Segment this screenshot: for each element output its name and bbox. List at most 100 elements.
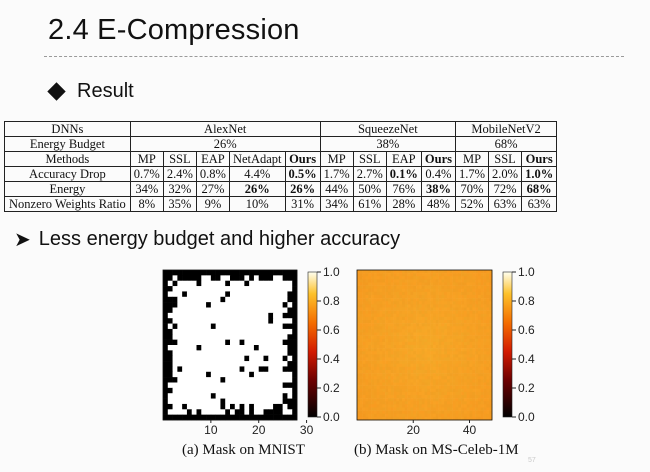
mask-cell [441,379,445,383]
mask-cell [234,350,240,357]
mask-cell [362,416,366,421]
mask-cell [469,270,473,274]
mask-cell [201,403,207,410]
mask-cell [373,282,377,286]
mask-cell [234,361,240,367]
mask-cell [435,276,439,280]
mask-cell [234,366,240,373]
mask-cell [402,354,406,358]
mask-cell [430,270,434,274]
mask-cell [472,307,476,311]
mask-cell [371,373,375,377]
mask-cell [277,339,283,346]
mask-cell [469,407,473,411]
mask-cell [371,345,375,349]
mask-cell [359,276,363,280]
mask-cell [390,298,394,302]
mask-cell [365,329,369,333]
mask-cell [480,348,484,352]
mask-cell [234,393,240,399]
mask-cell [449,320,453,324]
mask-cell [277,355,283,362]
mask-cell [463,401,467,405]
mask-cell [427,413,431,418]
mask-cell [424,335,428,340]
mask-cell [390,276,394,280]
mask-cell [486,338,490,343]
mnist-plot-frame [162,269,298,421]
mask-cell [472,313,476,318]
mask-cell [418,270,422,274]
mask-cell [489,376,493,380]
mask-cell [167,302,173,308]
mask-cell [447,338,451,343]
mask-cell [489,366,493,371]
mask-cell [201,393,207,399]
mask-cell [249,286,255,292]
mask-cell [469,366,473,371]
mask-cell [376,310,380,315]
mask-cell [373,291,377,296]
mask-cell [402,295,406,299]
mask-cell [486,316,490,321]
mask-cell [441,348,445,352]
mask-cell [483,373,487,377]
mask-cell [186,387,193,394]
mask-cell [390,310,394,315]
mask-cell [385,276,389,280]
mask-cell [196,275,202,282]
mask-cell [172,291,178,298]
mask-cell [379,273,383,277]
mask-cell [483,276,487,280]
mask-cell [486,398,490,402]
mask-cell [282,387,288,394]
mask-cell [387,401,392,405]
mask-cell [393,273,397,277]
mask-cell [172,318,178,324]
mask-cell [263,275,269,282]
mask-cell [382,279,386,283]
mask-cell [357,385,361,390]
mask-cell [186,291,193,298]
mask-cell [371,354,375,358]
mask-cell [480,360,484,365]
mask-cell [441,373,445,377]
mask-cell [225,286,231,292]
mask-cell [452,301,456,305]
mask-cell [432,282,437,286]
mask-cell [475,357,479,361]
mask-cell [427,404,431,408]
mask-cell [186,350,193,357]
mask-cell [461,345,465,349]
mask-cell [404,366,408,371]
mask-cell [477,357,482,361]
mask-cell [177,387,183,394]
mask-cell [362,341,366,346]
mask-cell [263,323,269,330]
mask-cell [373,348,377,352]
mask-cell [263,377,269,383]
mask-cell [268,296,274,303]
mask-cell [382,395,386,399]
mask-cell [441,404,445,408]
mask-cell [362,295,366,299]
mask-cell [359,407,363,411]
mask-cell [435,345,439,349]
mask-cell [477,298,482,302]
mask-cell [486,326,490,330]
mask-cell [177,366,183,373]
colorbar-tick-label: 0.6 [518,323,535,337]
mask-cell [177,275,183,282]
mask-cell [477,416,482,421]
mask-cell [382,404,386,408]
mask-cell [292,339,298,346]
mask-cell [463,407,467,411]
mask-cell [461,288,465,293]
table-row-methods: Methods MP SSL EAP NetAdapt Ours MP SSL EAP Ours… [4,151,558,167]
mask-cell [416,376,420,380]
mask-cell [418,276,422,280]
mask-cell [458,366,462,371]
mask-cell [404,407,408,411]
mask-cell [182,280,188,287]
mask-cell [385,404,389,408]
